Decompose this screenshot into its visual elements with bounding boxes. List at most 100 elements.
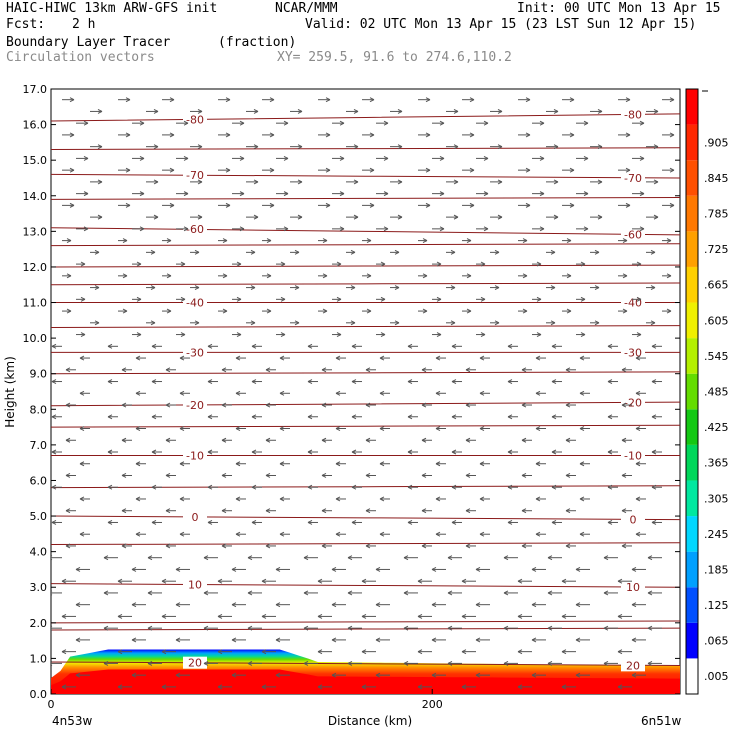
y-tick-label: 15.0 <box>23 154 48 167</box>
x-axis: 0 200 <box>48 689 443 711</box>
model-title: HAIC-HIWC 13km ARW-GFS init <box>6 1 218 16</box>
xy-range: XY= 259.5, 91.6 to 274.6,110.2 <box>277 50 512 65</box>
vector-arrowhead <box>479 390 485 396</box>
vector-arrowhead <box>261 649 267 655</box>
plot-frame <box>50 88 681 695</box>
vector-arrowhead <box>235 426 241 431</box>
contour-label: -70 <box>186 169 204 182</box>
vector-arrowhead <box>147 625 153 631</box>
colorbar-swatch <box>686 551 698 588</box>
vector-arrowhead <box>79 531 85 537</box>
vector-arrowhead <box>197 144 203 150</box>
vector-arrowhead <box>279 496 285 502</box>
vector-arrowhead <box>51 343 57 349</box>
vector-arrowhead <box>351 379 357 384</box>
vector-arrowhead <box>483 226 489 232</box>
vector-arrowhead <box>407 414 413 420</box>
colorbar-swatch <box>686 266 698 303</box>
vector-arrowhead <box>569 202 575 208</box>
contour-line <box>51 627 680 631</box>
vector-arrowhead <box>221 402 227 408</box>
contour-line <box>51 325 680 328</box>
vector-arrowhead <box>539 120 545 126</box>
vector-arrowhead <box>461 613 467 619</box>
vector-arrowhead <box>647 555 653 561</box>
vector-arrowhead <box>251 343 257 349</box>
colorbar-swatch <box>686 338 698 374</box>
colorbar-swatch <box>686 409 698 445</box>
vector-arrowhead <box>425 97 431 103</box>
colorbar-label: .845 <box>704 172 729 185</box>
y-tick-label: 4.0 <box>30 546 48 559</box>
vector-arrowhead <box>669 97 675 103</box>
vector-arrowhead <box>403 660 409 666</box>
contour-label-bg <box>183 510 207 523</box>
vector-arrowhead <box>631 672 637 678</box>
vector-arrowhead <box>247 625 253 631</box>
vector-arrowhead <box>122 238 128 244</box>
vector-arrowhead <box>369 132 375 138</box>
vector-arrowhead <box>447 555 453 561</box>
vector-arrowhead <box>603 625 609 631</box>
vector-arrowhead <box>75 602 81 608</box>
y-tick-label: 13.0 <box>23 225 48 238</box>
vector-arrowhead <box>553 108 559 114</box>
vector-arrowhead <box>469 202 475 208</box>
vector-arrowhead <box>183 191 189 197</box>
vector-arrowhead <box>617 684 623 690</box>
vector-arrowhead <box>122 273 128 279</box>
vector-arrowhead <box>169 202 175 208</box>
vector-arrowhead <box>79 355 85 361</box>
vector-arrowhead <box>97 108 103 114</box>
vector-arrowhead <box>294 320 300 326</box>
vector-arrowhead <box>235 461 241 467</box>
contour-label-bg <box>621 346 645 359</box>
vector-arrowhead <box>547 625 553 631</box>
vector-arrowhead <box>253 214 259 220</box>
vector-arrowhead <box>479 461 485 467</box>
vector-arrowhead <box>250 249 256 255</box>
vector-arrowhead <box>397 108 403 114</box>
vector-arrowhead <box>51 379 57 384</box>
colorbar-label: .785 <box>704 208 729 221</box>
colorbar-label: .005 <box>704 670 729 683</box>
vector-arrowhead <box>51 660 53 666</box>
vector-arrowhead <box>317 684 323 690</box>
vector-arrowhead <box>336 296 342 302</box>
vector-arrowhead <box>280 296 286 302</box>
vector-arrowhead <box>217 613 223 619</box>
contour-label: -60 <box>186 223 204 236</box>
vector-arrowhead <box>183 226 189 232</box>
vector-arrowhead <box>217 649 223 655</box>
vector-arrowhead <box>161 684 167 690</box>
vector-arrowhead <box>639 120 645 126</box>
vector-arrowhead <box>203 555 209 561</box>
vector-arrowhead <box>417 649 423 655</box>
vector-arrowhead <box>322 308 328 314</box>
vector-arrowhead <box>79 390 85 396</box>
vector-arrowhead <box>150 285 156 291</box>
contour-label: -20 <box>624 396 642 409</box>
vector-arrowhead <box>621 402 627 408</box>
vector-arrowhead <box>250 285 256 291</box>
vector-arrowhead <box>169 167 175 173</box>
vector-arrowhead <box>553 179 559 185</box>
vector-arrowhead <box>151 484 157 490</box>
vector-arrowhead <box>536 332 542 338</box>
vector-arrowhead <box>51 625 53 631</box>
vector-arrowhead <box>279 426 285 431</box>
vector-arrowhead <box>103 660 109 666</box>
contour-label-bg <box>621 171 645 184</box>
vector-arrowhead <box>547 590 553 596</box>
vector-arrowhead <box>621 367 627 373</box>
vector-arrowhead <box>607 484 613 490</box>
vector-arrowhead <box>431 637 437 643</box>
vector-arrowhead <box>494 285 500 291</box>
vector-arrowhead <box>175 602 181 608</box>
vector-arrowhead <box>261 613 267 619</box>
vector-arrowhead <box>565 473 571 478</box>
vector-arrowhead <box>131 566 137 572</box>
vector-arrowhead <box>97 144 103 150</box>
vector-arrowhead <box>266 238 272 244</box>
vector-arrowhead <box>361 578 367 584</box>
